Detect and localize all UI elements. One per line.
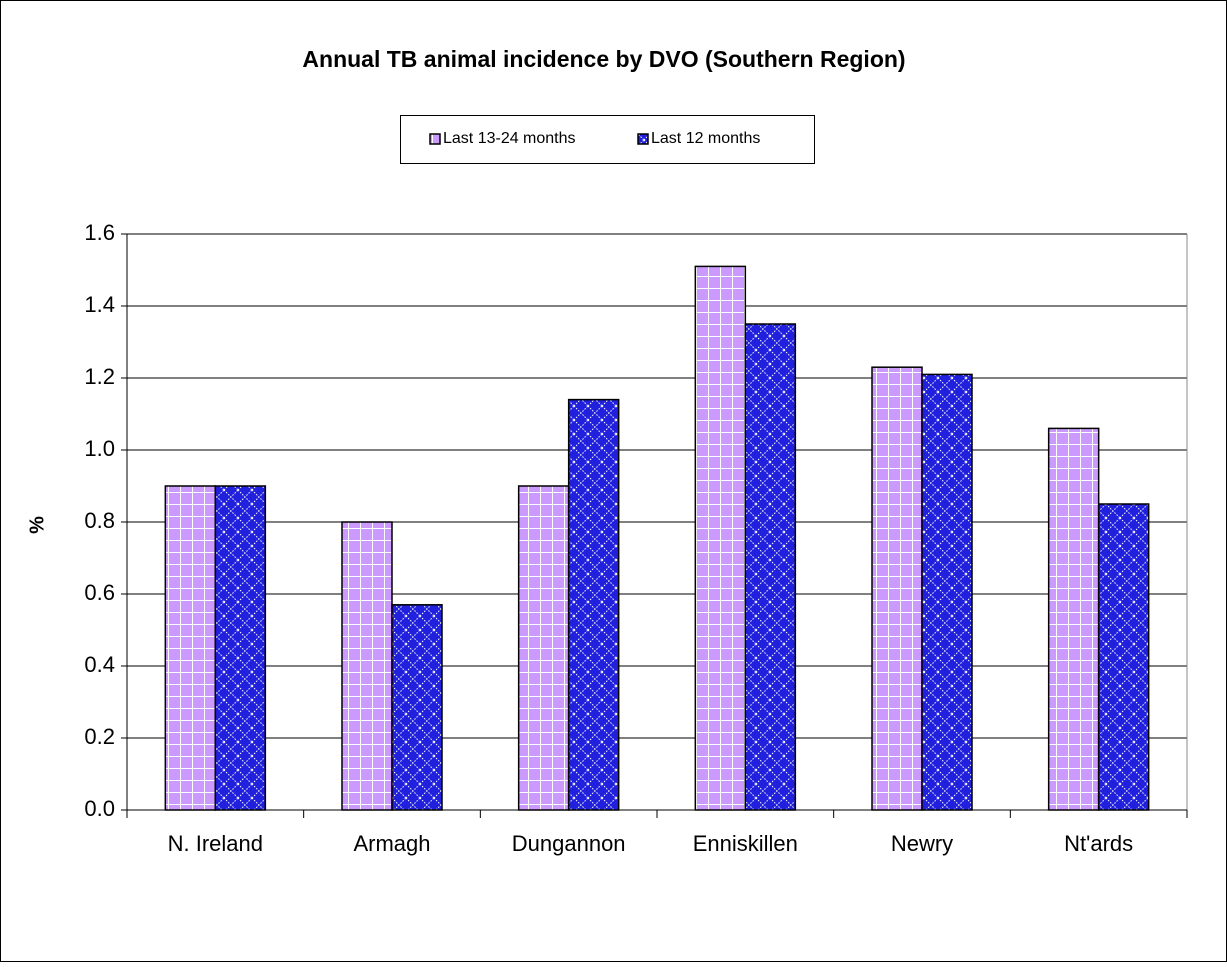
bar	[694, 265, 747, 811]
legend-marker	[429, 133, 441, 145]
y-tick-label: 1.2	[84, 364, 115, 389]
legend-marker	[637, 133, 649, 145]
legend-box	[400, 115, 815, 164]
bar	[1047, 427, 1100, 811]
bar	[517, 485, 570, 811]
bar	[391, 604, 443, 811]
y-tick-label: 0.4	[84, 652, 115, 677]
legend-label: Last 12 months	[651, 130, 760, 147]
bar	[744, 323, 797, 811]
bar	[164, 485, 217, 811]
x-tick-label: Dungannon	[512, 831, 626, 856]
bar	[341, 521, 393, 811]
y-tick-label: 0.6	[84, 580, 115, 605]
x-tick-label: N. Ireland	[168, 831, 263, 856]
y-tick-label: 0.0	[84, 796, 115, 821]
bar	[871, 366, 923, 811]
x-tick-label: Newry	[891, 831, 953, 856]
x-tick-label: Enniskillen	[693, 831, 798, 856]
y-axis-label: %	[26, 516, 48, 534]
x-tick-label: Armagh	[353, 831, 430, 856]
bar	[214, 485, 267, 811]
bar	[567, 398, 620, 811]
y-tick-label: 1.0	[84, 436, 115, 461]
y-tick-label: 1.6	[84, 220, 115, 245]
bar	[921, 373, 973, 811]
x-tick-label: Nt'ards	[1064, 831, 1133, 856]
y-tick-label: 1.4	[84, 292, 115, 317]
y-tick-label: 0.8	[84, 508, 115, 533]
legend-label: Last 13-24 months	[443, 130, 576, 147]
chart-title: Annual TB animal incidence by DVO (South…	[302, 46, 905, 72]
bar	[1097, 503, 1150, 811]
y-tick-label: 0.2	[84, 724, 115, 749]
